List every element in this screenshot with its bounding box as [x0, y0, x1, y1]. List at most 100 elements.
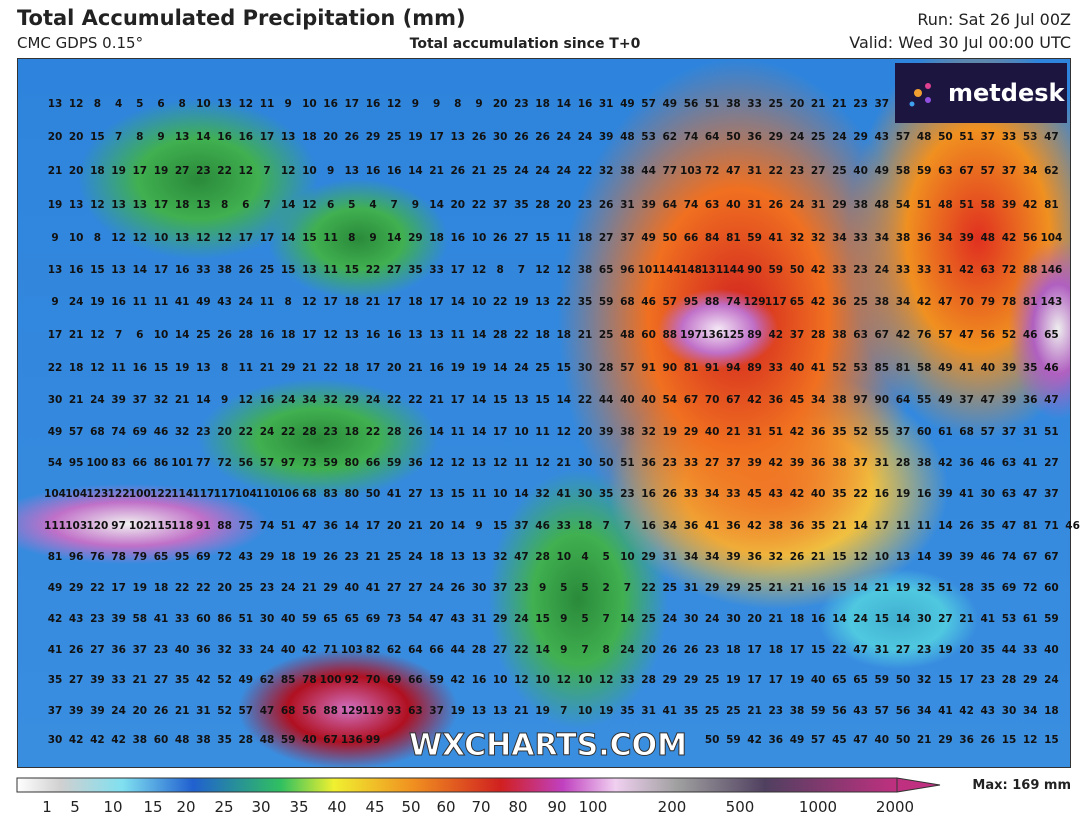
- grid-value: 14: [896, 613, 911, 625]
- grid-value: 34: [874, 232, 889, 244]
- grid-value: 69: [196, 551, 211, 563]
- grid-value: 60: [1044, 582, 1059, 594]
- grid-value: 31: [620, 199, 635, 211]
- grid-value: 8: [603, 644, 610, 656]
- grid-value: 90: [747, 264, 762, 276]
- colorbar-label: 80: [508, 798, 527, 816]
- grid-value: 19: [896, 488, 911, 500]
- grid-value: 66: [408, 674, 423, 686]
- grid-value: 35: [980, 582, 995, 594]
- grid-value: 6: [242, 199, 249, 211]
- grid-value: 7: [603, 613, 610, 625]
- grid-value: 7: [263, 165, 270, 177]
- grid-value: 15: [535, 232, 550, 244]
- colorbar-label: 2000: [876, 798, 914, 816]
- grid-value: 33: [747, 98, 762, 110]
- grid-value: 9: [433, 98, 440, 110]
- grid-value: 22: [323, 362, 338, 374]
- grid-value: 48: [260, 734, 275, 746]
- grid-value: 13: [408, 329, 423, 341]
- grid-value: 60: [917, 426, 932, 438]
- grid-value: 57: [874, 705, 889, 717]
- grid-value: 40: [726, 199, 741, 211]
- grid-value: 14: [281, 199, 296, 211]
- grid-value: 81: [684, 362, 699, 374]
- colorbar-label: 200: [658, 798, 687, 816]
- grid-value: 25: [832, 165, 847, 177]
- grid-value: 71: [323, 644, 338, 656]
- grid-value: 88: [662, 329, 677, 341]
- grid-value: 41: [959, 362, 974, 374]
- logo-icon: [909, 83, 931, 107]
- grid-value: 25: [726, 705, 741, 717]
- grid-value: 20: [578, 426, 593, 438]
- grid-value: 28: [599, 362, 614, 374]
- grid-value: 27: [938, 613, 953, 625]
- grid-value: 25: [387, 551, 402, 563]
- grid-value: 52: [217, 705, 232, 717]
- grid-value: 13: [344, 329, 359, 341]
- grid-value: 21: [832, 98, 847, 110]
- grid-value: 25: [196, 329, 211, 341]
- grid-value: 26: [450, 582, 465, 594]
- grid-value: 26: [69, 644, 84, 656]
- grid-value: 13: [217, 98, 232, 110]
- grid-value: 12: [111, 232, 126, 244]
- grid-value: 13: [535, 296, 550, 308]
- grid-value: 21: [302, 362, 317, 374]
- grid-value: 24: [111, 705, 126, 717]
- grid-value: 25: [641, 613, 656, 625]
- grid-value: 103: [65, 520, 87, 532]
- grid-value: 29: [260, 551, 275, 563]
- grid-value: 18: [578, 232, 593, 244]
- grid-value: 31: [747, 165, 762, 177]
- grid-value: 33: [556, 520, 571, 532]
- grid-value: 9: [539, 582, 546, 594]
- grid-value: 39: [959, 551, 974, 563]
- grid-value: 11: [450, 329, 465, 341]
- grid-value: 35: [832, 488, 847, 500]
- grid-value: 24: [238, 296, 253, 308]
- grid-value: 12: [90, 329, 105, 341]
- grid-value: 14: [429, 199, 444, 211]
- grid-value: 64: [408, 644, 423, 656]
- grid-value: 40: [175, 644, 190, 656]
- grid-value: 23: [154, 644, 169, 656]
- grid-value: 31: [472, 613, 487, 625]
- grid-value: 49: [938, 394, 953, 406]
- grid-value: 23: [853, 98, 868, 110]
- colorbar-arrow: [896, 777, 941, 793]
- grid-value: 35: [832, 426, 847, 438]
- grid-value: 59: [281, 734, 296, 746]
- grid-value: 9: [560, 644, 567, 656]
- grid-value: 38: [578, 264, 593, 276]
- grid-value: 25: [599, 329, 614, 341]
- grid-value: 60: [196, 613, 211, 625]
- grid-value: 29: [1023, 674, 1038, 686]
- grid-value: 14: [832, 613, 847, 625]
- grid-value: 42: [302, 644, 317, 656]
- grid-value: 36: [196, 644, 211, 656]
- grid-value: 43: [238, 551, 253, 563]
- grid-value: 47: [1023, 488, 1038, 500]
- grid-value: 10: [514, 426, 529, 438]
- grid-value: 36: [323, 520, 338, 532]
- grid-value: 42: [48, 613, 63, 625]
- grid-value: 49: [662, 98, 677, 110]
- grid-value: 45: [790, 394, 805, 406]
- grid-value: 49: [196, 296, 211, 308]
- grid-value: 123: [86, 488, 108, 500]
- grid-value: 26: [959, 520, 974, 532]
- grid-value: 24: [260, 426, 275, 438]
- grid-value: 21: [132, 674, 147, 686]
- grid-value: 38: [896, 232, 911, 244]
- grid-value: 13: [429, 488, 444, 500]
- grid-value: 26: [662, 488, 677, 500]
- grid-value: 33: [917, 264, 932, 276]
- grid-value: 27: [896, 644, 911, 656]
- grid-value: 14: [196, 131, 211, 143]
- grid-value: 26: [217, 329, 232, 341]
- grid-value: 42: [790, 426, 805, 438]
- grid-value: 49: [48, 426, 63, 438]
- grid-value: 34: [832, 232, 847, 244]
